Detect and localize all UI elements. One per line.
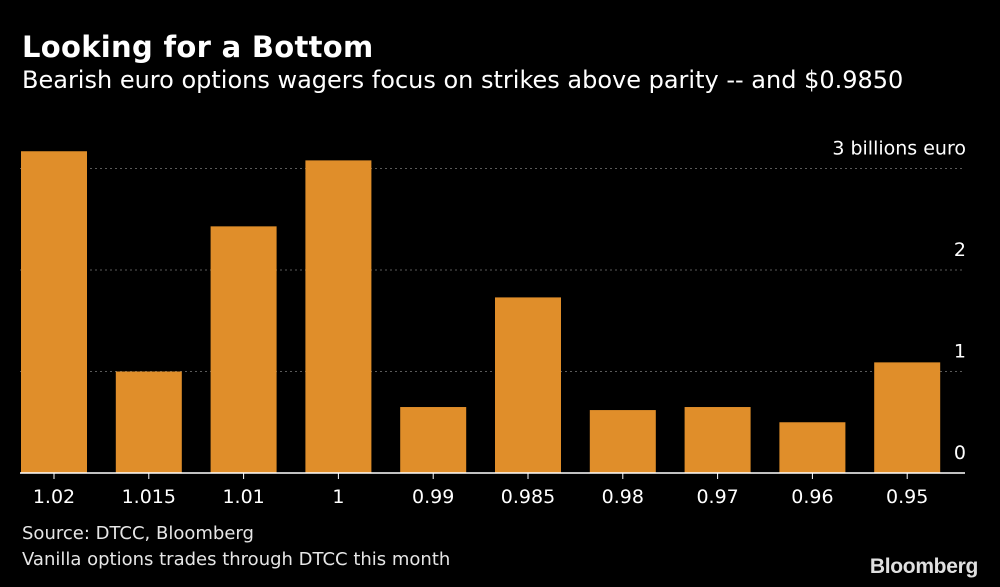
y-axis-ticks: 0 1 2 3 billions euro	[832, 138, 966, 465]
source-note: Source: DTCC, Bloomberg	[22, 523, 254, 544]
x-tick-label: 0.97	[696, 486, 738, 508]
bar	[874, 362, 941, 473]
chart-title: Looking for a Bottom	[22, 30, 374, 64]
x-tick-label: 1	[332, 486, 344, 508]
x-tick-label: 1.01	[222, 486, 264, 508]
gridlines	[20, 168, 965, 372]
x-tick-label: 1.02	[33, 486, 75, 508]
bar	[684, 407, 751, 473]
chart-subtitle: Bearish euro options wagers focus on str…	[22, 66, 904, 94]
bar	[779, 422, 846, 473]
bar	[400, 407, 467, 473]
x-tick-label: 1.015	[122, 486, 176, 508]
y-tick-label: 0	[954, 442, 966, 464]
bar-chart: 0 1 2 3 billions euro 1.02 1.015 1.01 1 0.99 0.9…	[20, 138, 966, 508]
bar	[589, 410, 656, 473]
x-tick-label: 0.96	[791, 486, 833, 508]
bar	[210, 226, 277, 473]
x-tick-label: 0.985	[501, 486, 555, 508]
bar	[115, 371, 182, 473]
bar	[305, 160, 372, 473]
bars	[21, 151, 941, 473]
bloomberg-logo: Bloomberg	[869, 555, 978, 578]
x-tick-label: 0.95	[886, 486, 928, 508]
x-tick-label: 0.99	[412, 486, 454, 508]
y-tick-label: 2	[954, 239, 966, 261]
x-tick-label: 0.98	[602, 486, 644, 508]
y-tick-label: 1	[954, 341, 966, 363]
chart-footnote: Vanilla options trades through DTCC this…	[22, 549, 451, 570]
bar	[21, 151, 87, 473]
x-axis-ticks: 1.02 1.015 1.01 1 0.99 0.985 0.98 0.97 0.96 0.95	[33, 473, 928, 508]
y-tick-label: 3 billions euro	[832, 138, 966, 160]
bar	[495, 297, 561, 473]
